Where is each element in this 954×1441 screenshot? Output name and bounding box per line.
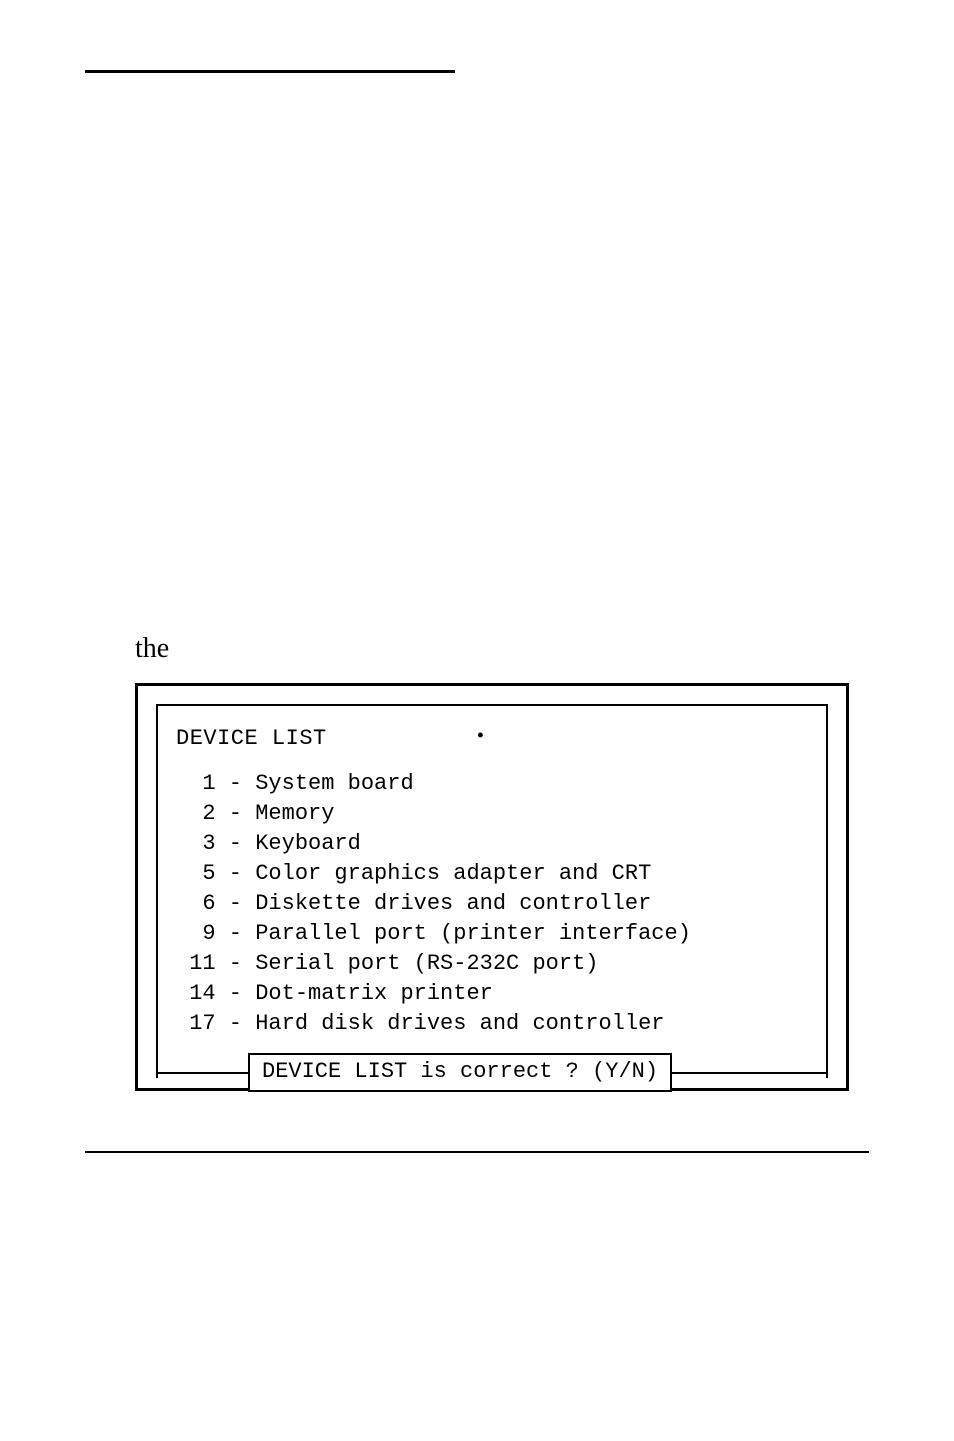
- device-list-item: 17 - Hard disk drives and controller: [176, 1009, 808, 1039]
- bottom-horizontal-rule: [85, 1151, 869, 1153]
- device-list: 1 - System board 2 - Memory 3 - Keyboard…: [176, 769, 808, 1039]
- screen-inner-frame: DEVICE LIST 1 - System board 2 - Memory …: [156, 704, 828, 1078]
- device-label: Dot-matrix printer: [255, 981, 493, 1006]
- device-list-title: DEVICE LIST: [176, 726, 808, 751]
- device-label: Hard disk drives and controller: [255, 1011, 664, 1036]
- device-label: Diskette drives and controller: [255, 891, 651, 916]
- device-list-item: 6 - Diskette drives and controller: [176, 889, 808, 919]
- device-list-item: 11 - Serial port (RS-232C port): [176, 949, 808, 979]
- device-label: Color graphics adapter and CRT: [255, 861, 651, 886]
- prompt-left-connector: [158, 1072, 248, 1074]
- device-label: Serial port (RS-232C port): [255, 951, 598, 976]
- page: • the DEVICE LIST 1 - System board 2 - M…: [0, 0, 954, 1441]
- screen-outer-frame: DEVICE LIST 1 - System board 2 - Memory …: [135, 683, 849, 1091]
- confirm-prompt[interactable]: DEVICE LIST is correct ? (Y/N): [248, 1053, 672, 1092]
- device-number: 9: [176, 921, 216, 946]
- device-list-item: 1 - System board: [176, 769, 808, 799]
- device-label: Parallel port (printer interface): [255, 921, 691, 946]
- device-list-item: 2 - Memory: [176, 799, 808, 829]
- device-number: 3: [176, 831, 216, 856]
- truncated-text: the: [135, 633, 869, 665]
- device-label: System board: [255, 771, 413, 796]
- device-number: 14: [176, 981, 216, 1006]
- device-number: 1: [176, 771, 216, 796]
- device-number: 2: [176, 801, 216, 826]
- device-number: 17: [176, 1011, 216, 1036]
- prompt-right-connector: [672, 1072, 826, 1074]
- device-list-item: 5 - Color graphics adapter and CRT: [176, 859, 808, 889]
- device-label: Keyboard: [255, 831, 361, 856]
- device-label: Memory: [255, 801, 334, 826]
- device-list-item: 3 - Keyboard: [176, 829, 808, 859]
- device-list-item: 14 - Dot-matrix printer: [176, 979, 808, 1009]
- device-number: 6: [176, 891, 216, 916]
- device-number: 11: [176, 951, 216, 976]
- device-number: 5: [176, 861, 216, 886]
- device-list-item: 9 - Parallel port (printer interface): [176, 919, 808, 949]
- top-horizontal-rule: [85, 70, 455, 73]
- prompt-row: DEVICE LIST is correct ? (Y/N): [158, 1053, 826, 1092]
